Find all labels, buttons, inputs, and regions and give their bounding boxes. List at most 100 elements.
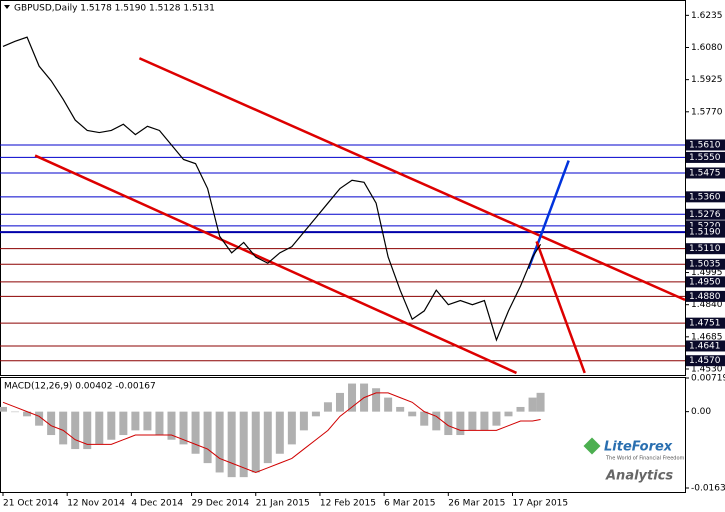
x-tick-label: 12 Nov 2014 (67, 499, 125, 509)
x-tick-label: 26 Mar 2015 (448, 499, 505, 509)
level-label-box (686, 276, 725, 288)
macd-bar (119, 411, 128, 436)
macd-bar (95, 411, 104, 445)
main-panel (0, 0, 686, 376)
macd-y-tick-label: -0.01632 (691, 484, 725, 494)
chart-title: GBPUSD,Daily 1.5178 1.5190 1.5128 1.5131 (14, 4, 215, 14)
macd-bar (251, 411, 260, 473)
macd-bar (348, 383, 357, 412)
y-tick-label: 1.6080 (691, 43, 723, 53)
macd-bar (143, 411, 152, 431)
macd-bar (396, 406, 405, 412)
x-tick-label: 6 Mar 2015 (384, 499, 435, 509)
y-tick-label: 1.4995 (691, 268, 723, 278)
level-label-box (686, 243, 725, 255)
x-tick-label: 29 Dec 2014 (192, 499, 250, 509)
logo-brand: LiteForex (604, 440, 673, 455)
level-label-box (686, 208, 725, 220)
level-label: 1.4950 (689, 277, 721, 287)
macd-bar (275, 411, 284, 454)
macd-bar (47, 411, 56, 436)
menu-arrow (4, 5, 10, 9)
logo-tagline: The World of Financial Freedom (605, 456, 685, 462)
macd-bar (432, 411, 441, 431)
level-label: 1.5550 (689, 153, 721, 163)
macd-bar (83, 411, 92, 450)
level-label: 1.5220 (689, 221, 721, 231)
macd-bar (179, 411, 188, 445)
x-tick-label: 21 Jan 2015 (256, 499, 310, 509)
y-tick-label: 1.5770 (691, 107, 723, 117)
macd-bar (35, 411, 44, 426)
logo-icon (583, 437, 601, 455)
level-label: 1.5035 (689, 260, 721, 270)
macd-bar (11, 411, 20, 413)
x-tick-label: 21 Oct 2014 (3, 499, 59, 509)
macd-bar (420, 411, 429, 426)
y-tick-label: 1.5925 (691, 75, 723, 85)
macd-bar (23, 411, 32, 417)
macd-bar (107, 411, 116, 440)
macd-y-tick-label: 0.00 (691, 407, 711, 417)
level-label-box (686, 258, 725, 270)
macd-bar (239, 411, 248, 478)
trend-line (527, 160, 570, 270)
level-label-box (686, 355, 725, 367)
macd-bar (516, 406, 525, 412)
level-label: 1.5610 (689, 140, 721, 150)
level-label-box (686, 226, 725, 238)
macd-bar (71, 411, 80, 450)
macd-bar (444, 411, 453, 436)
macd-bar (227, 411, 236, 478)
y-tick-label: 1.4840 (691, 300, 723, 310)
macd-bar (335, 392, 344, 412)
trend-line (34, 154, 518, 375)
level-label-box (686, 220, 725, 232)
price-line (2, 36, 542, 342)
logo-box (580, 432, 682, 488)
macd-bar (384, 397, 393, 412)
macd-bar (203, 411, 212, 464)
level-label: 1.5110 (689, 244, 721, 254)
level-label: 1.4641 (689, 341, 721, 351)
macd-bar (299, 411, 308, 431)
level-label-box (686, 340, 725, 352)
level-label: 1.4570 (689, 356, 721, 366)
level-label-box (686, 139, 725, 151)
macd-bar (468, 411, 477, 431)
y-tick-label: 1.6235 (691, 11, 723, 21)
level-label-box (686, 151, 725, 163)
macd-bar (492, 411, 501, 426)
macd-title: MACD(12,26,9) 0.00402 -0.00167 (4, 382, 156, 392)
macd-bar (528, 397, 537, 412)
level-label-box (686, 290, 725, 302)
level-label: 1.5475 (689, 168, 721, 178)
y-tick-label: 1.4530 (691, 364, 723, 374)
macd-bar (323, 402, 332, 412)
macd-bar (311, 411, 320, 417)
macd-bar (408, 411, 417, 417)
macd-bar (504, 411, 513, 417)
level-label-box (686, 317, 725, 329)
x-tick-label: 12 Feb 2015 (320, 499, 376, 509)
level-label: 1.5190 (689, 228, 721, 238)
macd-bar (191, 411, 200, 454)
macd-bar (263, 411, 272, 464)
macd-bar (287, 411, 296, 445)
macd-bar (59, 411, 68, 445)
level-label-box (686, 167, 725, 179)
level-label: 1.5276 (689, 210, 721, 220)
macd-bar (167, 411, 176, 440)
macd-bar (372, 388, 381, 412)
level-label-box (686, 191, 725, 203)
macd-bar (536, 392, 545, 412)
level-label: 1.4751 (689, 319, 721, 329)
y-tick-label: 1.4685 (691, 332, 723, 342)
macd-bar (0, 406, 7, 412)
macd-bar (456, 411, 465, 436)
x-tick-label: 4 Dec 2014 (131, 499, 183, 509)
logo-product: Analytics (605, 469, 673, 484)
macd-y-tick-label: 0.00719 (691, 374, 725, 384)
macd-bar (155, 411, 164, 436)
